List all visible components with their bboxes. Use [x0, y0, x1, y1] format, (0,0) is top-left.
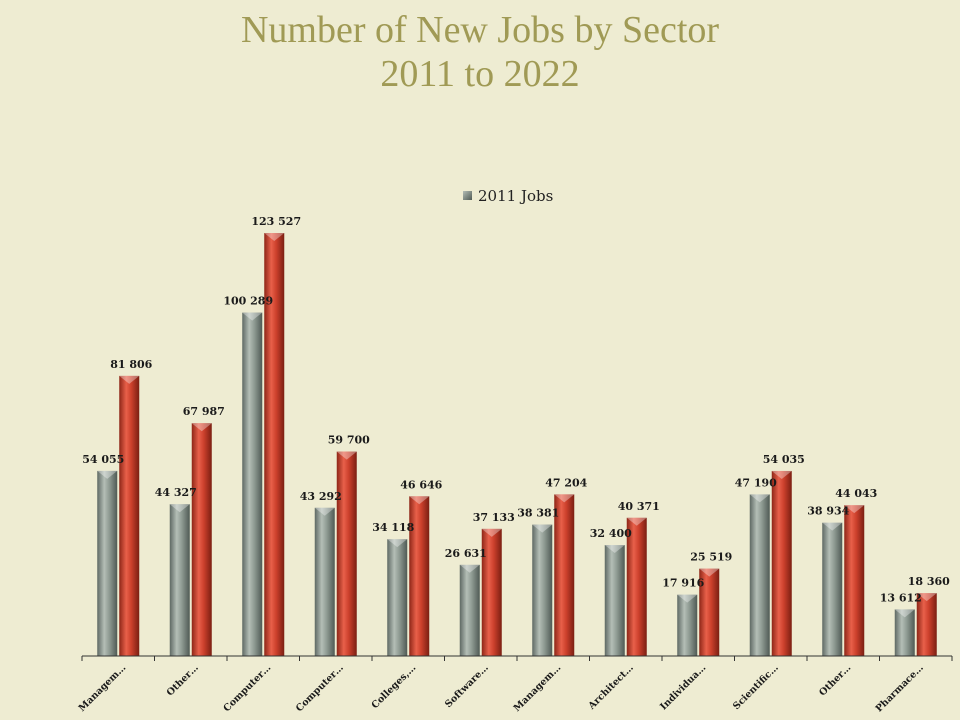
data-label-2022: 25 519 [690, 551, 732, 564]
bar-2011 [314, 507, 335, 656]
bar-2022 [336, 451, 357, 656]
data-label-2022: 67 987 [183, 405, 225, 418]
x-tick-label: Other… [165, 662, 201, 698]
bar-2011 [604, 545, 625, 656]
bar-2022 [626, 517, 647, 656]
data-label-2022: 123 527 [251, 215, 301, 228]
data-label-2011: 47 190 [735, 476, 777, 489]
data-label-2011: 43 292 [300, 490, 342, 503]
data-label-2022: 37 133 [473, 511, 515, 524]
legend-label-2011: 2011 Jobs [478, 187, 553, 205]
data-label-2022: 46 646 [400, 478, 442, 491]
data-label-2022: 59 700 [328, 434, 370, 447]
legend: 2011 Jobs [463, 187, 553, 205]
x-tick-label: Computer… [221, 662, 273, 714]
data-label-2011: 38 381 [517, 507, 559, 520]
chart-title-line1: Number of New Jobs by Sector [240, 9, 720, 51]
bar-2022 [916, 593, 937, 656]
bar-2022 [409, 496, 430, 656]
bar-2022 [699, 568, 720, 656]
data-label-2022: 81 806 [110, 358, 152, 371]
data-label-2011: 13 612 [880, 591, 922, 604]
bar-2011 [677, 594, 698, 656]
bar-2011 [97, 470, 118, 656]
x-tick-label: Architect… [586, 662, 636, 712]
bar-2011 [749, 494, 770, 656]
data-label-2022: 18 360 [908, 575, 950, 588]
x-tick-label: Other… [817, 662, 853, 698]
x-tick-label: Individua… [658, 662, 708, 712]
data-label-2011: 100 289 [223, 295, 273, 308]
data-label-2011: 54 055 [82, 453, 124, 466]
bar-2011 [242, 312, 263, 656]
data-label-2011: 26 631 [445, 547, 487, 560]
bar-2011 [387, 539, 408, 656]
data-label-2011: 38 934 [807, 505, 849, 518]
bar-2011 [459, 564, 480, 656]
x-tick-label: Managem… [512, 662, 564, 714]
data-label-2022: 54 035 [763, 453, 805, 466]
data-label-2011: 34 118 [372, 521, 414, 534]
bar-2011 [822, 522, 843, 656]
bar-2022 [844, 505, 865, 656]
bar-2022 [119, 375, 140, 656]
bar-2022 [264, 233, 285, 656]
x-tick-label: Managem… [77, 662, 129, 714]
data-label-2022: 40 371 [618, 500, 660, 513]
bar-2011 [532, 524, 553, 656]
x-tick-label: Pharmace… [874, 662, 926, 714]
bar-2011 [894, 609, 915, 656]
x-tick-label: Software… [443, 662, 491, 710]
legend-swatch-2011 [463, 191, 472, 200]
x-tick-label: Scientific… [731, 662, 781, 712]
x-tick-label: Computer… [294, 662, 346, 714]
chart-title: Number of New Jobs by Sector 2011 to 202… [0, 8, 960, 96]
chart-title-line2: 2011 to 2022 [380, 53, 580, 95]
data-label-2011: 17 916 [662, 577, 704, 590]
data-label-2022: 44 043 [835, 487, 877, 500]
x-tick-label: Colleges,… [370, 662, 419, 711]
bar-2022 [481, 528, 502, 656]
bar-2022 [191, 423, 212, 656]
data-label-2011: 32 400 [590, 527, 632, 540]
bar-2022 [771, 470, 792, 656]
bar-2022 [554, 494, 575, 656]
data-label-2022: 47 204 [545, 476, 587, 489]
bar-2011 [169, 504, 190, 656]
data-label-2011: 44 327 [155, 486, 197, 499]
